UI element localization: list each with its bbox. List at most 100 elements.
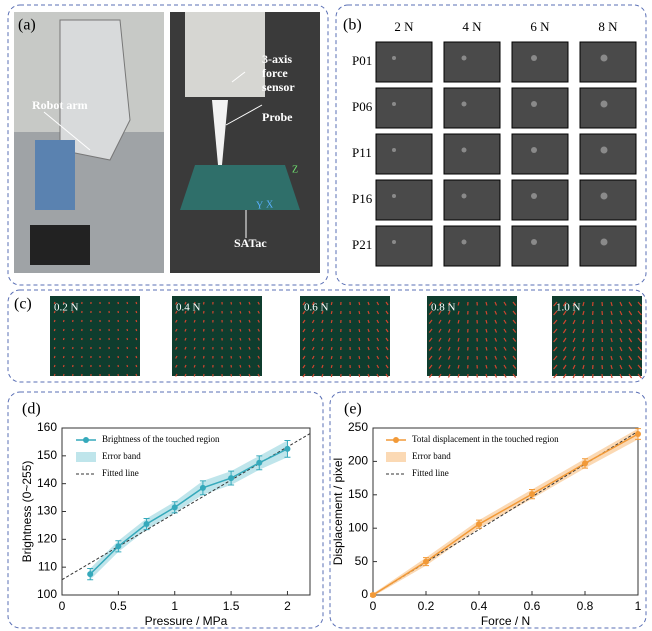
series-line bbox=[89, 448, 288, 575]
displacement-arrow bbox=[610, 301, 613, 307]
displacement-arrow bbox=[428, 337, 433, 342]
displacement-arrow bbox=[302, 373, 306, 378]
legend-swatch bbox=[386, 452, 406, 462]
displacement-arrow bbox=[367, 301, 370, 306]
displacement-arrow bbox=[376, 328, 380, 333]
contact-dot bbox=[392, 240, 396, 244]
displacement-arrow bbox=[428, 355, 433, 360]
legend-label: Total displacement in the touched region bbox=[412, 434, 559, 444]
displacement-arrow bbox=[367, 373, 370, 378]
displacement-arrow bbox=[385, 319, 389, 324]
displacement-arrow bbox=[184, 310, 187, 314]
displacement-arrow bbox=[494, 319, 498, 324]
displacement-arrow bbox=[358, 355, 361, 360]
data-point bbox=[370, 592, 376, 598]
displacement-arrow bbox=[438, 328, 442, 333]
displacement-arrow bbox=[367, 364, 370, 369]
data-point bbox=[199, 484, 206, 491]
column-label: 4 N bbox=[462, 19, 482, 34]
plot-area bbox=[372, 427, 639, 596]
displacement-arrow bbox=[358, 310, 361, 315]
displacement-arrow bbox=[193, 328, 196, 332]
legend-label: Fitted line bbox=[102, 468, 139, 478]
displacement-arrow bbox=[376, 301, 380, 306]
panel-a-frame bbox=[7, 4, 329, 286]
displacement-arrow bbox=[628, 328, 633, 334]
displacement-arrow bbox=[53, 355, 56, 359]
displacement-arrow bbox=[239, 355, 242, 359]
displacement-arrow bbox=[562, 373, 567, 379]
displacement-arrow bbox=[447, 328, 451, 333]
data-point bbox=[529, 491, 535, 498]
contact-dot bbox=[531, 193, 537, 199]
displacement-arrow bbox=[637, 364, 642, 370]
displacement-arrow bbox=[628, 337, 633, 343]
displacement-arrow bbox=[239, 319, 242, 323]
displacement-arrow bbox=[239, 328, 242, 332]
robot-arm-shape bbox=[59, 19, 131, 161]
displacement-arrow bbox=[239, 301, 242, 305]
displacement-arrow bbox=[248, 301, 251, 305]
displacement-arrow bbox=[302, 337, 306, 342]
displacement-arrow bbox=[562, 355, 567, 361]
displacement-arrow bbox=[494, 328, 498, 333]
displacement-arrow bbox=[512, 373, 517, 378]
annotation: sensor bbox=[262, 80, 295, 94]
displacement-arrow bbox=[367, 346, 370, 351]
displacement-arrow bbox=[457, 346, 460, 351]
legend-label: Fitted line bbox=[412, 468, 449, 478]
displacement-arrow bbox=[610, 310, 613, 316]
annotation: force bbox=[262, 66, 288, 80]
tactile-image bbox=[511, 87, 569, 129]
displacement-arrow bbox=[438, 355, 442, 360]
displacement-arrow bbox=[582, 373, 585, 379]
displacement-arrow bbox=[503, 355, 507, 360]
displacement-arrow bbox=[494, 355, 498, 360]
displacement-arrow bbox=[503, 337, 507, 342]
legend-label: Brightness of the touched region bbox=[102, 434, 220, 444]
displacement-arrow bbox=[582, 310, 585, 316]
tactile-image bbox=[375, 87, 433, 129]
x-tick-label: 0.4 bbox=[471, 599, 488, 613]
displacement-arrow bbox=[53, 310, 56, 314]
displacement-arrow bbox=[330, 301, 333, 306]
series-line bbox=[372, 433, 639, 596]
displacement-arrow bbox=[358, 301, 361, 306]
marker-field bbox=[172, 296, 262, 376]
displacement-arrow bbox=[485, 373, 488, 378]
displacement-arrow bbox=[485, 337, 488, 342]
displacement-arrow bbox=[330, 328, 333, 333]
displacement-arrow bbox=[193, 373, 196, 377]
displacement-arrow bbox=[512, 364, 517, 369]
displacement-arrow bbox=[572, 328, 576, 334]
marker-field bbox=[300, 296, 390, 376]
tactile-image bbox=[579, 87, 637, 129]
displacement-arrow bbox=[376, 319, 380, 324]
displacement-arrow bbox=[637, 301, 642, 307]
displacement-arrow bbox=[512, 337, 517, 342]
displacement-arrow bbox=[619, 319, 623, 325]
displacement-arrow bbox=[126, 355, 129, 359]
displacement-arrow bbox=[447, 301, 451, 306]
displacement-arrow bbox=[330, 346, 333, 351]
displacement-arrow bbox=[248, 337, 251, 341]
frame-label: 1.0 N bbox=[556, 302, 581, 314]
contact-dot bbox=[392, 102, 396, 106]
displacement-arrow bbox=[302, 301, 306, 306]
x-tick-label: 0.5 bbox=[110, 599, 127, 613]
displacement-arrow bbox=[572, 364, 576, 370]
displacement-arrow bbox=[562, 337, 567, 343]
displacement-arrow bbox=[184, 355, 187, 359]
tactile-image bbox=[375, 225, 433, 267]
displacement-arrow bbox=[175, 373, 178, 377]
displacement-arrow bbox=[257, 355, 260, 359]
tactile-image bbox=[443, 41, 501, 83]
displacement-arrow bbox=[485, 328, 488, 333]
displacement-arrow bbox=[582, 364, 585, 370]
column-label: 8 N bbox=[598, 19, 618, 34]
displacement-arrow bbox=[610, 355, 613, 361]
displacement-arrow bbox=[619, 364, 623, 370]
frame-label: 0.2 N bbox=[54, 302, 79, 314]
x-axis-label: Force / N bbox=[481, 614, 530, 628]
satac-pad bbox=[180, 165, 300, 210]
